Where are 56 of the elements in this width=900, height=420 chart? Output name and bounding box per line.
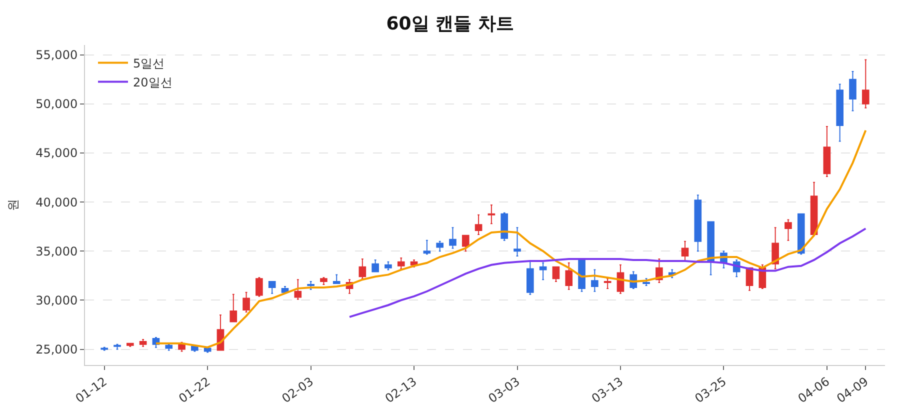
candlestick: [772, 227, 779, 270]
candlestick: [449, 227, 456, 249]
candlestick: [268, 281, 276, 294]
candlestick: [604, 278, 612, 289]
candlestick: [384, 261, 392, 270]
candlestick: [565, 262, 573, 290]
legend-label: 20일선: [133, 75, 172, 90]
candlestick: [707, 221, 714, 276]
line-series: [154, 129, 867, 348]
candlestick: [100, 346, 108, 351]
candlestick: [256, 277, 263, 297]
y-axis-title: 원: [6, 199, 20, 211]
candlestick: [462, 234, 470, 252]
candlestick: [294, 279, 302, 300]
candlestick: [836, 84, 844, 142]
candlestick: [139, 338, 147, 347]
candlestick: [423, 240, 431, 255]
legend-label: 5일선: [133, 56, 165, 70]
candlestick: [526, 260, 534, 295]
candlestick: [810, 182, 818, 235]
y-tick-label: 25,000: [36, 342, 78, 356]
candlestick: [681, 240, 689, 262]
candlestick: [539, 262, 547, 280]
y-tick-label: 45,000: [36, 146, 78, 160]
candlestick: [694, 194, 702, 252]
y-tick-label: 55,000: [36, 48, 78, 62]
candlestick: [784, 219, 792, 241]
candlestick: [616, 264, 624, 294]
y-tick-label: 40,000: [36, 195, 78, 210]
candlestick: [862, 59, 870, 108]
candlestick: [372, 259, 379, 272]
candlestick: [191, 346, 198, 352]
chart-title: 60일 캔들 차트: [386, 13, 514, 34]
candlestick: [397, 258, 405, 270]
candlestick: [436, 240, 444, 252]
candlestick: [358, 258, 366, 280]
candlestick: [230, 294, 238, 322]
candlestick: [165, 344, 173, 351]
candlestick: [126, 342, 134, 347]
candlestick: [849, 71, 856, 112]
candlestick: [552, 266, 560, 282]
candlestick: [474, 214, 482, 235]
candlestick: [591, 269, 598, 292]
y-tick-label: 50,000: [36, 97, 78, 112]
candlestick: [320, 277, 328, 286]
candlestick: [797, 213, 805, 255]
candlestick: [823, 126, 831, 178]
candlestick: [500, 212, 508, 241]
candlestick: [114, 344, 121, 350]
candlestick: [242, 292, 250, 312]
candlestick: [332, 274, 340, 284]
candlestick: [514, 227, 521, 257]
y-tick-label: 35,000: [36, 244, 78, 258]
candlestick: [488, 204, 496, 224]
line-series: [348, 228, 867, 318]
y-tick-label: 30,000: [36, 293, 78, 308]
